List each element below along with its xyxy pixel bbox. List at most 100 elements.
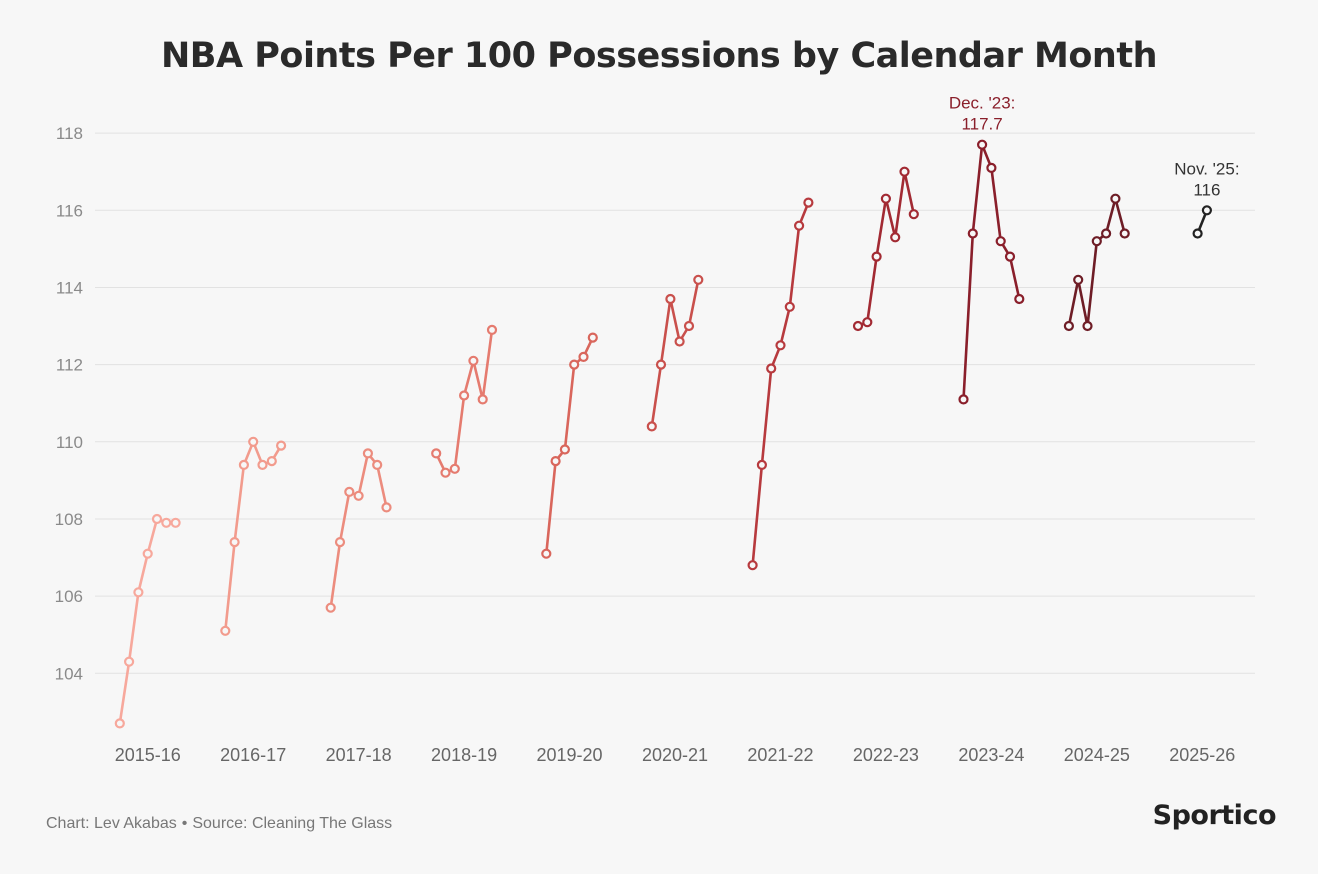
series-2017-18 (325, 448, 392, 613)
annotation-2025-26-line-1: Nov. '25: (1174, 159, 1239, 178)
data-point-2022-23-2 (862, 317, 873, 328)
data-point-2017-18-1 (325, 602, 336, 613)
data-point-2023-24-5 (995, 236, 1006, 247)
data-point-2016-17-3 (238, 459, 249, 470)
series-line-2023-24 (962, 143, 1021, 400)
data-point-2019-20-6 (587, 332, 598, 343)
data-point-2016-17-6 (266, 456, 277, 467)
x-tick-2023-24: 2023-24 (958, 745, 1024, 765)
y-tick-114: 114 (56, 278, 83, 297)
data-point-2018-19-7 (486, 324, 498, 335)
y-tick-110: 110 (56, 433, 83, 452)
data-point-2024-25-2 (1073, 274, 1084, 285)
data-point-2015-16-6 (161, 517, 172, 528)
data-point-2020-21-4 (674, 336, 685, 347)
annotation-2023-24-line-1: Dec. '23: (949, 94, 1016, 113)
series-2019-20 (541, 332, 598, 559)
x-tick-2020-21: 2020-21 (642, 745, 708, 765)
annotations: Dec. '23: 117.7 Nov. '25: 116 (949, 94, 1240, 200)
data-point-2025-26-2 (1201, 205, 1213, 216)
data-point-2015-16-1 (114, 718, 125, 729)
data-point-2023-24-7 (1014, 293, 1025, 305)
series-line-2016-17 (224, 440, 283, 631)
data-point-2023-24-2 (967, 228, 978, 239)
data-point-2020-21-1 (646, 421, 657, 432)
series-line-2024-25 (1067, 197, 1126, 328)
annotation-2025-26-line-2: 116 (1193, 180, 1220, 199)
data-point-2021-22-2 (756, 459, 768, 470)
data-point-2023-24-3 (976, 139, 988, 150)
data-point-2019-20-5 (578, 351, 589, 362)
data-point-2024-25-3 (1082, 320, 1093, 332)
data-point-2017-18-3 (344, 486, 355, 497)
data-point-2018-19-1 (431, 448, 442, 459)
data-point-2019-20-2 (550, 456, 561, 467)
data-point-2015-16-5 (151, 513, 163, 525)
data-point-2015-16-7 (170, 517, 181, 528)
data-point-2021-22-4 (775, 340, 786, 351)
y-tick-106: 106 (55, 587, 83, 606)
data-point-2016-17-2 (229, 536, 240, 548)
data-point-2018-19-6 (477, 394, 488, 405)
gridlines (95, 132, 1255, 674)
series-line-2017-18 (329, 452, 388, 608)
data-point-2021-22-1 (747, 560, 758, 571)
y-tick-118: 118 (56, 124, 83, 143)
data-point-2015-16-3 (133, 587, 144, 598)
series-2018-19 (431, 324, 498, 478)
data-point-2015-16-2 (124, 656, 135, 667)
data-point-2017-18-5 (362, 448, 373, 459)
data-point-2021-22-5 (784, 301, 795, 312)
data-point-2019-20-3 (559, 444, 571, 455)
data-point-2018-19-2 (440, 467, 451, 478)
data-point-2024-25-1 (1063, 320, 1075, 332)
x-tick-2022-23: 2022-23 (853, 745, 919, 765)
sportico-logo: Sportico (1152, 800, 1277, 831)
data-point-2025-26-1 (1192, 228, 1203, 239)
data-point-2017-18-4 (353, 490, 364, 501)
data-point-2022-23-3 (871, 251, 882, 262)
data-point-2024-25-5 (1100, 228, 1112, 239)
data-point-2024-25-7 (1119, 228, 1130, 239)
y-tick-104: 104 (55, 664, 83, 683)
data-point-2023-24-1 (958, 394, 969, 405)
data-point-2019-20-4 (569, 359, 580, 370)
data-point-2020-21-5 (683, 320, 695, 332)
data-point-2023-24-4 (986, 162, 997, 173)
data-point-2018-19-4 (459, 390, 470, 401)
series-line-2019-20 (545, 337, 594, 554)
data-point-2018-19-5 (468, 355, 479, 366)
series-2015-16 (114, 513, 181, 729)
data-point-2016-17-5 (257, 459, 268, 470)
data-point-2024-25-6 (1110, 193, 1121, 204)
x-tick-2018-19: 2018-19 (431, 745, 497, 765)
chart-title: NBA Points Per 100 Possessions by Calend… (161, 36, 1158, 76)
y-tick-116: 116 (56, 201, 83, 220)
data-point-2019-20-1 (541, 548, 552, 559)
data-point-2021-22-6 (793, 220, 805, 231)
series-2025-26 (1192, 205, 1213, 239)
data-point-2021-22-7 (803, 197, 814, 208)
annotation-2023-24-line-2: 117.7 (961, 115, 1002, 134)
x-tick-2015-16: 2015-16 (115, 745, 181, 765)
x-tick-2021-22: 2021-22 (747, 745, 813, 765)
data-point-2017-18-2 (334, 536, 346, 548)
data-point-2020-21-2 (655, 359, 667, 370)
data-point-2017-18-7 (381, 502, 392, 513)
data-point-2022-23-1 (852, 320, 864, 332)
series-2021-22 (747, 197, 814, 571)
x-tick-2017-18: 2017-18 (326, 745, 392, 765)
data-point-2022-23-4 (880, 193, 892, 204)
series-line-2021-22 (751, 202, 810, 566)
y-axis-tick-labels: 104 106 108 110 112 114 116 118 (55, 124, 83, 683)
data-point-2023-24-6 (1004, 251, 1016, 262)
source-text: Source: Cleaning The Glass (192, 815, 393, 832)
x-tick-2025-26: 2025-26 (1169, 745, 1235, 765)
data-point-2018-19-3 (449, 463, 460, 474)
footer-credit: Chart: Lev Akabas • Source: Cleaning The G… (46, 815, 392, 833)
series-2023-24 (958, 139, 1025, 405)
y-tick-108: 108 (55, 510, 83, 529)
data-point-2020-21-3 (665, 293, 676, 305)
y-tick-112: 112 (56, 356, 83, 375)
